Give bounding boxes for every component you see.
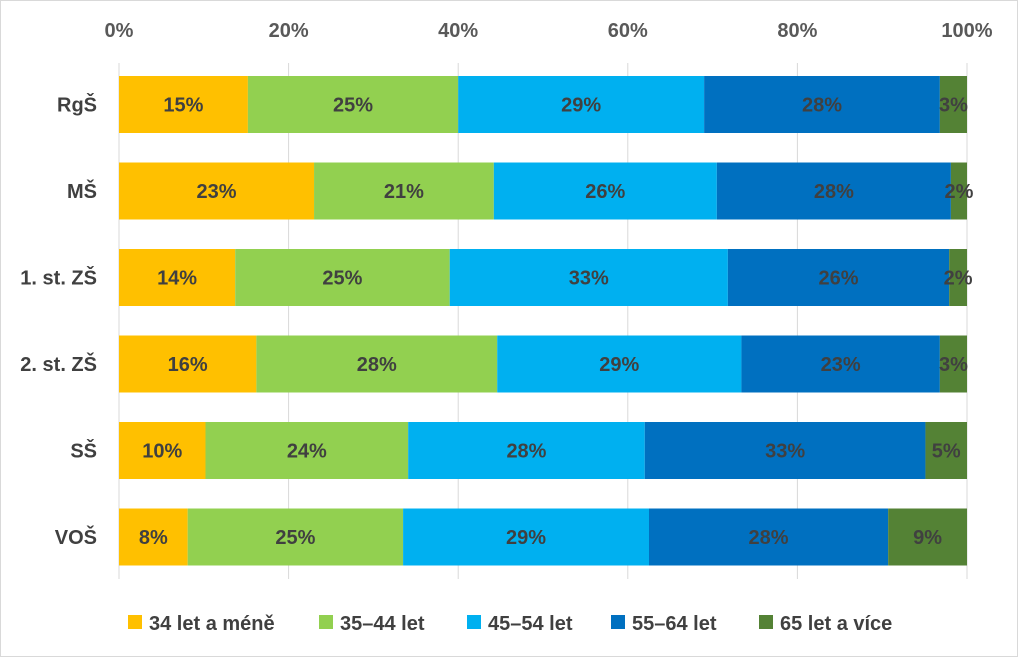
x-tick-label: 100% — [941, 20, 992, 42]
bar-segment — [314, 162, 494, 220]
category-label: 2. st. ZŠ — [20, 352, 97, 376]
data-label: 21% — [384, 181, 424, 203]
data-label: 28% — [506, 441, 546, 463]
category-label: SŠ — [70, 439, 97, 463]
data-label: 29% — [506, 527, 546, 549]
bar-segment — [119, 162, 315, 220]
data-label: 14% — [157, 268, 197, 290]
category-label: RgŠ — [57, 93, 97, 117]
bar-segment — [939, 335, 967, 393]
legend-swatch — [611, 615, 625, 629]
data-label: 29% — [561, 95, 601, 117]
data-label: 16% — [168, 354, 208, 376]
data-label: 33% — [765, 441, 805, 463]
bars: 15% 25% 29% 28% 3% 23% 21% 26% 28% 2% 14% 25% 33% 26%… — [119, 76, 974, 566]
legend: 34 let a méně 35–44 let 45–54 let 55–64 let… — [128, 613, 892, 635]
category-label: MŠ — [67, 179, 97, 203]
legend-label: 55–64 let — [632, 613, 717, 635]
bar-segment — [888, 508, 967, 566]
category-label: VOŠ — [55, 525, 97, 549]
data-label: 8% — [139, 527, 168, 549]
data-label: 9% — [913, 527, 942, 549]
bar-segment — [119, 249, 236, 306]
bar-segment — [458, 76, 705, 133]
bar-segment — [403, 508, 649, 566]
data-label: 2% — [944, 181, 973, 203]
bar-segment — [119, 508, 188, 566]
bar-segment — [950, 162, 967, 220]
bar-segment — [187, 508, 404, 566]
data-label: 3% — [939, 95, 968, 117]
x-tick-label: 20% — [269, 20, 309, 42]
legend-swatch — [128, 615, 142, 629]
bar-segment — [247, 76, 459, 133]
bar-segment — [949, 249, 967, 306]
bar-segment — [925, 422, 967, 479]
data-label: 2% — [944, 268, 973, 290]
bar-segment — [727, 249, 950, 306]
legend-swatch — [759, 615, 773, 629]
data-label: 28% — [357, 354, 397, 376]
legend-label: 45–54 let — [488, 613, 573, 635]
category-axis: RgŠ MŠ 1. st. ZŠ 2. st. ZŠ SŠ VOŠ — [20, 93, 97, 550]
data-label: 5% — [932, 441, 961, 463]
bar-segment — [939, 76, 967, 133]
data-label: 23% — [821, 354, 861, 376]
bar-segment — [119, 335, 257, 393]
bar-segment — [119, 422, 206, 479]
gridlines — [118, 63, 968, 579]
data-label: 10% — [142, 441, 182, 463]
data-label: 28% — [749, 527, 789, 549]
bar-segment — [704, 76, 940, 133]
x-tick-label: 40% — [438, 20, 478, 42]
legend-swatch — [319, 615, 333, 629]
data-label: 25% — [333, 95, 373, 117]
legend-label: 34 let a méně — [149, 613, 275, 635]
x-tick-label: 80% — [777, 20, 817, 42]
bar-segment — [408, 422, 645, 479]
data-label: 25% — [275, 527, 315, 549]
data-label: 29% — [599, 354, 639, 376]
bar-segment — [741, 335, 940, 393]
data-label: 28% — [802, 95, 842, 117]
bar-segment — [497, 335, 742, 393]
bar-segment — [649, 508, 889, 566]
legend-label: 65 let a více — [780, 613, 892, 635]
bar-segment — [235, 249, 450, 306]
data-label: 24% — [287, 441, 327, 463]
data-label: 28% — [814, 181, 854, 203]
bar-segment — [205, 422, 409, 479]
legend-swatch — [467, 615, 481, 629]
bar-segment — [716, 162, 951, 220]
bar-segment — [119, 76, 248, 133]
bar-segment — [493, 162, 717, 220]
bar-segment — [256, 335, 498, 393]
x-tick-label: 60% — [608, 20, 648, 42]
data-label: 26% — [585, 181, 625, 203]
data-label: 33% — [569, 268, 609, 290]
x-tick-label: 0% — [105, 20, 134, 42]
category-label: 1. st. ZŠ — [20, 266, 97, 290]
data-label: 23% — [197, 181, 237, 203]
data-label: 15% — [163, 95, 203, 117]
bar-segment — [644, 422, 926, 479]
data-label: 3% — [939, 354, 968, 376]
data-label: 25% — [322, 268, 362, 290]
data-label: 26% — [819, 268, 859, 290]
x-axis-ticks: 0% 20% 40% 60% 80% 100% — [105, 20, 993, 42]
legend-label: 35–44 let — [340, 613, 425, 635]
bar-segment — [449, 249, 728, 306]
